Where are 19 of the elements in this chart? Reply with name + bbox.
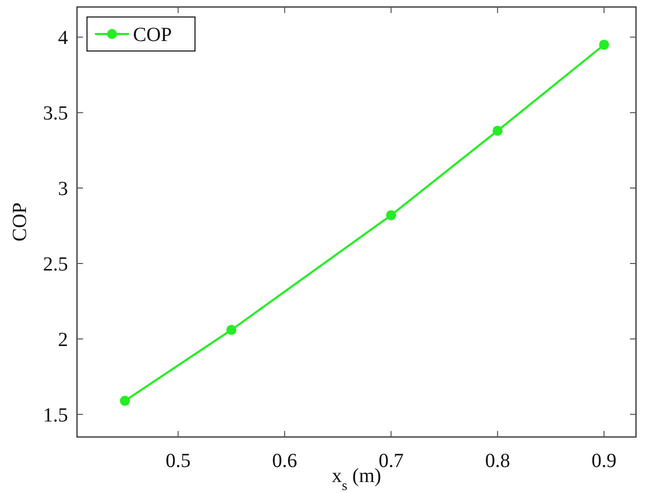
y-tick-label: 2.5 <box>43 253 68 276</box>
y-tick-label: 4 <box>58 27 68 50</box>
point <box>492 126 503 136</box>
x-tick-label: 0.9 <box>592 450 617 472</box>
y-tick-label: 3 <box>58 178 68 200</box>
x-tick-label: 0.8 <box>485 450 510 472</box>
x-axis-title: x$_{s}$ (m) <box>332 465 382 493</box>
y-tick-label: 2 <box>58 328 68 351</box>
point <box>120 396 130 406</box>
point <box>226 324 236 335</box>
y-axis-title: COP <box>9 202 31 242</box>
point <box>386 210 396 220</box>
x-tick-label: 0.5 <box>166 450 191 472</box>
x-tick-label: 0.6 <box>272 450 298 472</box>
legend-label: COP <box>133 24 172 46</box>
y-tick-label: 1.5 <box>43 404 68 426</box>
x-tick-label: 0.7 <box>378 450 404 472</box>
point <box>599 40 610 50</box>
y-tick-label: 3.5 <box>43 102 68 125</box>
